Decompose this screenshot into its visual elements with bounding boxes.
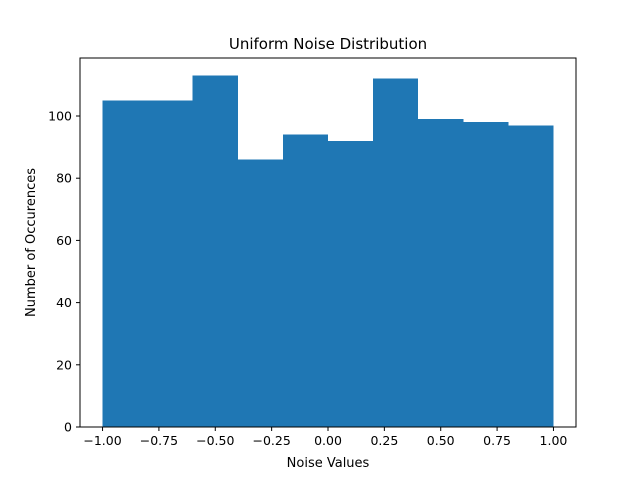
x-tick-label: −1.00	[83, 433, 121, 448]
histogram-bar	[237, 159, 283, 428]
y-axis-label: Number of Occurences	[24, 168, 39, 317]
histogram-bar	[147, 100, 193, 427]
x-tick-label: −0.25	[252, 433, 290, 448]
x-axis-ticks: −1.00 −0.75 −0.50 −0.25 0.00 0.25 0.50 0.75 1.00	[83, 427, 567, 448]
x-tick-label: 1.00	[540, 433, 568, 448]
chart-title: Uniform Noise Distribution	[229, 35, 427, 53]
y-tick-label: 40	[56, 295, 72, 310]
histogram-bar	[282, 134, 328, 427]
histogram-bar	[102, 100, 148, 427]
y-tick-label: 60	[56, 233, 72, 248]
y-axis-ticks: 0 20 40 60 80 100	[48, 109, 80, 435]
y-tick-label: 100	[48, 109, 72, 124]
x-tick-label: 0.75	[483, 433, 511, 448]
y-tick-label: 80	[56, 171, 72, 186]
axes-frame	[79, 57, 577, 428]
x-tick-label: −0.50	[196, 433, 234, 448]
histogram-bars	[102, 75, 554, 428]
x-axis-label: Noise Values	[287, 456, 370, 471]
y-tick-label: 0	[64, 420, 72, 435]
x-tick-label: −0.75	[140, 433, 178, 448]
y-tick-label: 20	[56, 357, 72, 372]
histogram-bar	[373, 78, 419, 427]
x-tick-label: 0.00	[314, 433, 342, 448]
histogram-bar	[463, 122, 509, 427]
histogram-bar	[508, 125, 554, 427]
histogram-bar	[328, 140, 374, 427]
histogram-bar	[418, 119, 464, 427]
x-tick-label: 0.50	[427, 433, 455, 448]
x-tick-label: 0.25	[370, 433, 398, 448]
histogram-bar	[192, 75, 238, 428]
